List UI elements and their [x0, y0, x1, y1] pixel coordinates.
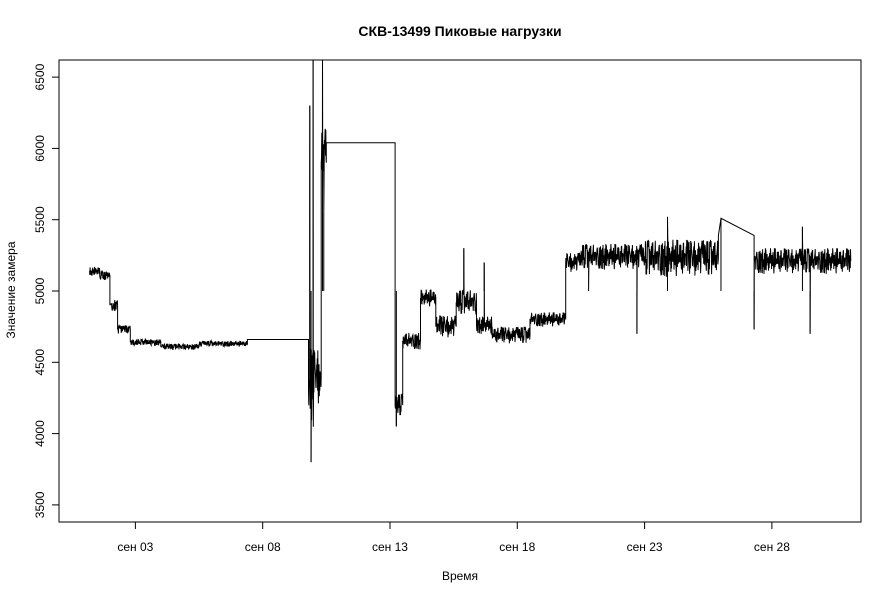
y-tick-label: 6000	[33, 135, 47, 162]
y-tick-label: 4000	[33, 420, 47, 447]
x-tick-label: сен 23	[627, 540, 663, 554]
x-tick-label: сен 28	[754, 540, 790, 554]
y-tick-label: 5000	[33, 277, 47, 304]
x-tick-label: сен 13	[372, 540, 408, 554]
plot-frame	[58, 59, 862, 523]
y-tick-label: 6500	[33, 63, 47, 90]
y-axis-label: Значение замера	[4, 241, 18, 338]
plot-area: 3500 4000 4500 5000 5500 6000 6500 сен 03 сен 08…	[33, 59, 852, 554]
y-tick-label: 5500	[33, 206, 47, 233]
y-tick-label: 4500	[33, 349, 47, 376]
x-tick-label: сен 08	[245, 540, 281, 554]
x-tick-label: сен 18	[499, 540, 535, 554]
chart-title: СКВ-13499 Пиковые нагрузки	[358, 23, 561, 39]
x-axis-label: Время	[442, 569, 478, 583]
y-tick-label: 3500	[33, 491, 47, 518]
x-tick-label: сен 03	[117, 540, 153, 554]
series-line	[89, 59, 852, 463]
